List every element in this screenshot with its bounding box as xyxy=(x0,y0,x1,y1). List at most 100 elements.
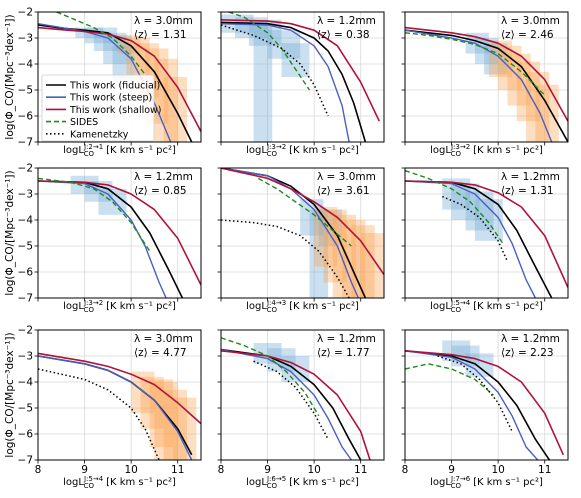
x-axis-label: logLJ:3→2 CO [K km s⁻¹ pc²] xyxy=(63,299,176,314)
x-tick-label: 11 xyxy=(171,464,184,476)
series-line-this-work-steep xyxy=(221,348,352,460)
x-tick-label: 10 xyxy=(307,464,320,476)
redshift-annotation: ⟨z⟩ = 0.38 xyxy=(317,29,370,41)
redshift-annotation: ⟨z⟩ = 0.85 xyxy=(134,185,187,197)
wavelength-annotation: λ = 1.2mm xyxy=(317,15,376,27)
y-tick-label: −6 xyxy=(18,429,34,441)
series-line-this-work-steep xyxy=(405,29,553,142)
legend-label: SIDES xyxy=(70,117,98,128)
panel-frame xyxy=(404,329,569,461)
x-axis-label: logLJ:2→1 CO [K km s⁻¹ pc²] xyxy=(63,143,176,158)
uncertainty-box-orange xyxy=(314,207,338,267)
y-tick-label: −4 xyxy=(18,59,34,71)
panel-2: λ = 1.2mm ⟨z⟩ = 0.38 logLJ:3→2 CO [K km s⁻¹ … xyxy=(217,11,385,158)
x-tick-label: 9 xyxy=(448,464,455,476)
series-line-this-work-steep xyxy=(221,168,360,298)
uncertainty-box-blue xyxy=(267,30,301,59)
y-tick-label: −2 xyxy=(18,7,33,19)
panel-4: −2 −3 −4 −5 −6 −7 λ = 1.2mm ⟨z⟩ = 0.85 logLJ:3→2… xyxy=(18,163,202,314)
y-tick-label: −7 xyxy=(18,137,33,149)
y-axis-labels: log(Φ_CO/[Mpc⁻³dex⁻¹]) log(Φ_CO/[Mpc⁻³dex… xyxy=(4,14,16,457)
series-line-this-work-steep xyxy=(38,355,193,460)
legend-label: Kamenetzky xyxy=(70,129,129,140)
series-line-sides xyxy=(38,177,151,252)
uncertainty-box-blue xyxy=(474,199,503,241)
series-line-this-work-steep xyxy=(405,350,539,460)
panel-6: λ = 1.2mm ⟨z⟩ = 1.31 logLJ:5→4 CO [K km s⁻¹ … xyxy=(401,167,569,314)
series-line-this-work-steep xyxy=(405,180,537,298)
redshift-annotation: ⟨z⟩ = 4.77 xyxy=(134,347,187,359)
panel-frame xyxy=(404,167,569,299)
redshift-annotation: ⟨z⟩ = 2.23 xyxy=(501,347,554,359)
x-axis-label: logLJ:5→4 CO [K km s⁻¹ pc²] xyxy=(63,475,176,490)
wavelength-annotation: λ = 1.2mm xyxy=(317,333,376,345)
y-tick-label: −3 xyxy=(18,189,33,201)
y-tick-label: −2 xyxy=(18,325,33,337)
wavelength-annotation: λ = 3.0mm xyxy=(501,15,560,27)
x-axis-label: logLJ:3→2 CO [K km s⁻¹ pc²] xyxy=(246,143,359,158)
wavelength-annotation: λ = 1.2mm xyxy=(501,171,560,183)
series-line-this-work-shallow xyxy=(405,26,568,122)
x-tick-label: 10 xyxy=(124,464,137,476)
series-line-sides xyxy=(405,363,494,396)
x-axis-label: logLJ:4→3 CO [K km s⁻¹ pc²] xyxy=(246,299,359,314)
uncertainty-box-blue xyxy=(474,38,499,64)
series-line-this-work-steep xyxy=(38,180,167,298)
legend: This work (fiducial)This work (steep)Thi… xyxy=(41,74,162,142)
wavelength-annotation: λ = 3.0mm xyxy=(317,171,376,183)
x-axis-label: logLJ:5→4 CO [K km s⁻¹ pc²] xyxy=(430,299,543,314)
y-tick-label: −7 xyxy=(18,455,33,467)
x-tick-label: 8 xyxy=(402,464,409,476)
series-line-this-work-fiducial xyxy=(405,350,551,460)
panel-5: λ = 3.0mm ⟨z⟩ = 3.61 logLJ:4→3 CO [K km s⁻¹ … xyxy=(217,167,385,314)
series-line-kamenetzky xyxy=(38,368,160,460)
redshift-annotation: ⟨z⟩ = 1.31 xyxy=(501,185,554,197)
series-line-this-work-fiducial xyxy=(221,21,367,142)
uncertainty-box-blue xyxy=(253,25,273,142)
panel-frame xyxy=(220,167,385,299)
x-tick-label: 9 xyxy=(81,464,88,476)
x-axis-label: logLJ:3→2 CO [K km s⁻¹ pc²] xyxy=(430,143,543,158)
x-tick-label: 8 xyxy=(218,464,225,476)
series-line-kamenetzky xyxy=(437,355,513,432)
series-line-kamenetzky xyxy=(253,360,329,440)
series-line-this-work-shallow xyxy=(405,350,565,456)
panel-frame xyxy=(37,167,202,299)
legend-label: This work (fiducial) xyxy=(69,81,160,92)
series-line-this-work-shallow xyxy=(221,168,384,276)
uncertainty-box-orange xyxy=(149,379,174,447)
x-tick-label: 9 xyxy=(264,464,271,476)
uncertainty-box-orange xyxy=(526,71,550,142)
uncertainty-box-orange xyxy=(140,376,164,429)
y-tick-label: −5 xyxy=(18,241,33,253)
series-line-kamenetzky xyxy=(221,24,329,117)
uncertainty-box-blue xyxy=(103,35,132,64)
y-axis-label: log(Φ_CO/[Mpc⁻³dex⁻¹]) xyxy=(4,170,16,295)
uncertainty-box-blue xyxy=(309,209,329,298)
y-tick-label: −5 xyxy=(18,403,33,415)
y-axis-label: log(Φ_CO/[Mpc⁻³dex⁻¹]) xyxy=(4,332,16,457)
legend-frame xyxy=(41,74,155,142)
series-line-sides xyxy=(405,169,504,244)
wavelength-annotation: λ = 1.2mm xyxy=(134,171,193,183)
uncertainty-box-blue xyxy=(281,43,310,77)
series-line-kamenetzky xyxy=(442,195,509,262)
redshift-annotation: ⟨z⟩ = 1.77 xyxy=(317,347,370,359)
panel-frame xyxy=(220,11,385,143)
uncertainty-box-orange xyxy=(535,84,559,142)
panel-8: 8 9 10 11 λ = 1.2mm ⟨z⟩ = 1.77 logLJ:6→5 CO [K k… xyxy=(217,329,385,490)
y-tick-label: −6 xyxy=(18,267,34,279)
y-tick-label: −3 xyxy=(18,351,33,363)
uncertainty-box-orange xyxy=(323,209,347,283)
x-tick-label: 10 xyxy=(491,464,504,476)
panel-frame xyxy=(404,11,569,143)
uncertainty-box-blue xyxy=(112,45,136,80)
uncertainty-box-blue xyxy=(70,175,99,194)
series-line-this-work-shallow xyxy=(405,180,568,288)
panel-7: 8 9 10 11 −2 −3 −4 −5 −6 −7 λ = 3.0mm ⟨z⟩ = 4.77 log… xyxy=(18,325,202,490)
x-axis-label: logLJ:7→6 CO [K km s⁻¹ pc²] xyxy=(430,475,543,490)
y-tick-label: −4 xyxy=(18,377,34,389)
x-tick-label: 8 xyxy=(35,464,42,476)
series-line-kamenetzky xyxy=(221,219,350,298)
series-line-this-work-shallow xyxy=(38,352,201,425)
